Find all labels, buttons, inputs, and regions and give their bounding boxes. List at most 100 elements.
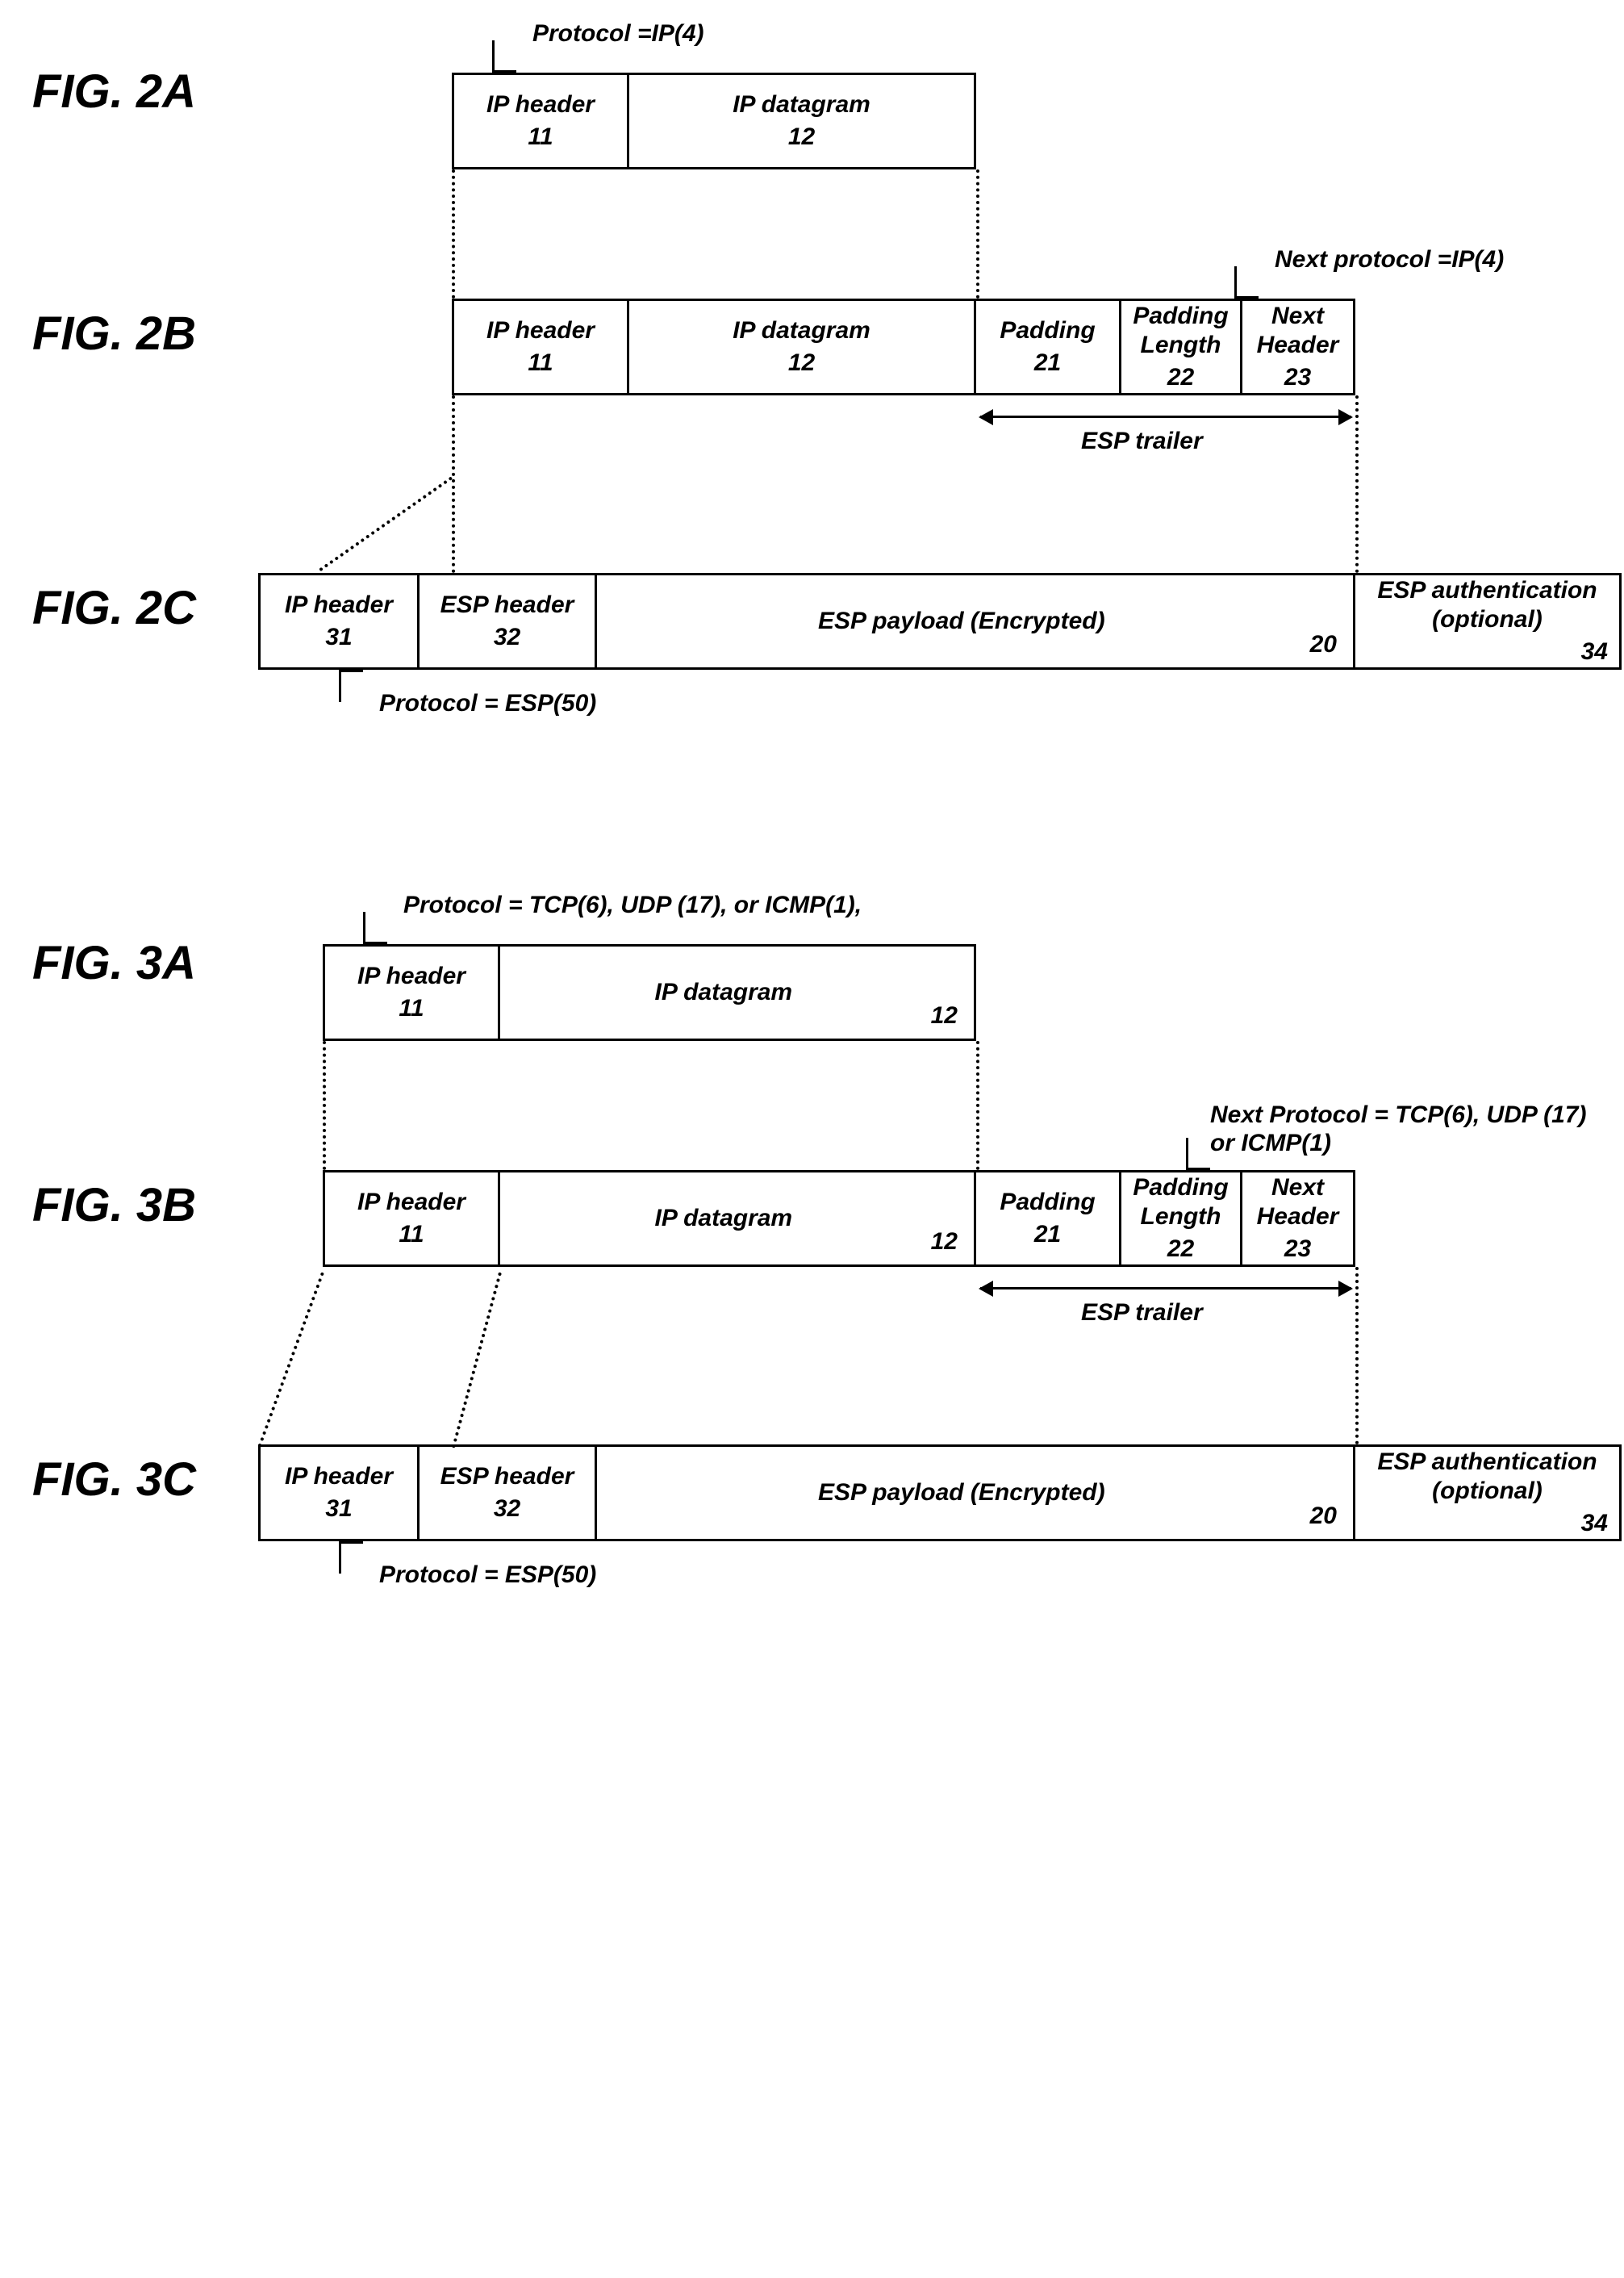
box-num: 21 [1034,349,1061,378]
padding-length-box: Padding Length 22 [1121,1170,1242,1267]
box-text: IP header [357,1188,465,1217]
dotted-vertical [1355,395,1359,573]
annotation-protocol-esp50: Protocol = ESP(50) [379,690,596,717]
box-text: ESP authentication (optional) [1359,576,1616,634]
box-text: IP header [357,962,465,991]
box-num: 22 [1167,1235,1194,1264]
box-num: 12 [788,123,815,152]
dotted-vertical [976,169,979,299]
fig-label: FIG. 2C [32,549,258,635]
box-num: 22 [1167,363,1194,392]
esp-trailer-label: ESP trailer [1081,1299,1203,1327]
annotation-or-icmp: or ICMP(1) [1210,1130,1331,1157]
fig-2a-group: FIG. 2A Protocol =IP(4) IP header 11 IP … [32,32,1592,194]
esp-trailer-arrow [980,416,1351,418]
box-num: 34 [1581,637,1608,667]
esp-header-box: ESP header 32 [420,1444,597,1541]
box-text: ESP payload (Encrypted) [613,1478,1310,1507]
leader-hook [339,1541,363,1574]
dotted-vertical [323,1041,326,1170]
dotted-vertical [976,1041,979,1170]
box-text: IP header [486,90,595,119]
fig-label: FIG. 3C [32,1420,258,1507]
box-num: 12 [931,1001,958,1030]
esp-trailer-label: ESP trailer [1081,428,1203,455]
next-header-box: Next Header 23 [1242,1170,1355,1267]
box-num: 11 [528,349,553,378]
fig-3c-group: FIG. 3C IP header 31 ESP header 32 ESP p… [32,1420,1592,1598]
fig-2c-group: FIG. 2C IP header 31 ESP header 32 ESP p… [32,549,1592,726]
fig-label: FIG. 2A [32,32,258,119]
box-num: 23 [1284,363,1311,392]
leader-hook [339,670,363,702]
box-num: 12 [931,1227,958,1256]
padding-box: Padding 21 [976,299,1121,395]
fig-label: FIG. 2B [32,274,258,361]
leader-hook [1234,266,1259,299]
box-text: IP header [486,316,595,345]
fig-2a-diagram: Protocol =IP(4) IP header 11 IP datagram… [258,32,1592,194]
box-num: 20 [1310,630,1337,659]
fig-label: FIG. 3B [32,1146,258,1232]
dotted-vertical [452,169,455,299]
fig-2b-diagram: Next protocol =IP(4) IP header 11 IP dat… [258,274,1592,468]
box-text: IP datagram [516,1204,931,1233]
next-header-box: Next Header 23 [1242,299,1355,395]
ip-header-31-box: IP header 31 [258,1444,420,1541]
leader-hook [492,40,516,73]
fig-3c-diagram: IP header 31 ESP header 32 ESP payload (… [258,1420,1592,1598]
esp-payload-box: ESP payload (Encrypted) 20 [597,573,1355,670]
leader-hook [363,912,387,944]
ip-datagram-box: IP datagram 12 [629,73,976,169]
box-text: IP datagram [733,316,870,345]
esp-auth-box: ESP authentication (optional) 34 [1355,573,1622,670]
leader-hook [1186,1138,1210,1170]
box-text: IP datagram [516,978,931,1007]
box-num: 12 [788,349,815,378]
ip-header-31-box: IP header 31 [258,573,420,670]
fig-2c-diagram: IP header 31 ESP header 32 ESP payload (… [258,549,1592,726]
box-num: 32 [494,1494,520,1524]
box-text: IP header [285,1462,393,1491]
annotation-protocol-ip4: Protocol =IP(4) [532,20,704,48]
dotted-vertical [452,395,455,573]
box-text: IP header [285,591,393,620]
box-text: ESP header [440,1462,574,1491]
box-text: Padding [1000,1188,1095,1217]
box-text: ESP header [440,591,574,620]
esp-auth-box: ESP authentication (optional) 34 [1355,1444,1622,1541]
fig-3a-diagram: Protocol = TCP(6), UDP (17), or ICMP(1),… [258,904,1592,1065]
annotation-next-protocol-ip4: Next protocol =IP(4) [1275,246,1504,274]
box-text: Padding Length [1125,302,1237,360]
box-text: IP datagram [733,90,870,119]
annotation-protocol-tcp: Protocol = TCP(6), UDP (17), or ICMP(1), [403,892,862,919]
ip-datagram-box: IP datagram 12 [500,944,976,1041]
ip-header-box: IP header 11 [323,944,500,1041]
padding-length-box: Padding Length 22 [1121,299,1242,395]
ip-header-box: IP header 11 [323,1170,500,1267]
fig-label: FIG. 3A [32,904,258,990]
fig-3a-group: FIG. 3A Protocol = TCP(6), UDP (17), or … [32,904,1592,1065]
box-num: 11 [399,1220,424,1249]
ip-datagram-box: IP datagram 12 [500,1170,976,1267]
dotted-slant [319,476,453,571]
esp-trailer-arrow [980,1287,1351,1289]
box-num: 31 [325,1494,352,1524]
ip-header-box: IP header 11 [452,73,629,169]
esp-payload-box: ESP payload (Encrypted) 20 [597,1444,1355,1541]
ip-datagram-box: IP datagram 12 [629,299,976,395]
box-num: 11 [528,123,553,152]
ip-header-box: IP header 11 [452,299,629,395]
box-num: 11 [399,994,424,1023]
box-text: Next Header [1246,1173,1350,1231]
box-text: Padding Length [1125,1173,1237,1231]
fig-3b-diagram: Next Protocol = TCP(6), UDP (17) or ICMP… [258,1146,1592,1340]
box-text: ESP payload (Encrypted) [613,607,1310,636]
box-num: 20 [1310,1502,1337,1531]
annotation-protocol-esp50: Protocol = ESP(50) [379,1561,596,1589]
box-num: 23 [1284,1235,1311,1264]
box-text: ESP authentication (optional) [1359,1448,1616,1506]
esp-header-box: ESP header 32 [420,573,597,670]
annotation-next-protocol-tcp: Next Protocol = TCP(6), UDP (17) [1210,1101,1586,1129]
box-num: 31 [325,623,352,652]
